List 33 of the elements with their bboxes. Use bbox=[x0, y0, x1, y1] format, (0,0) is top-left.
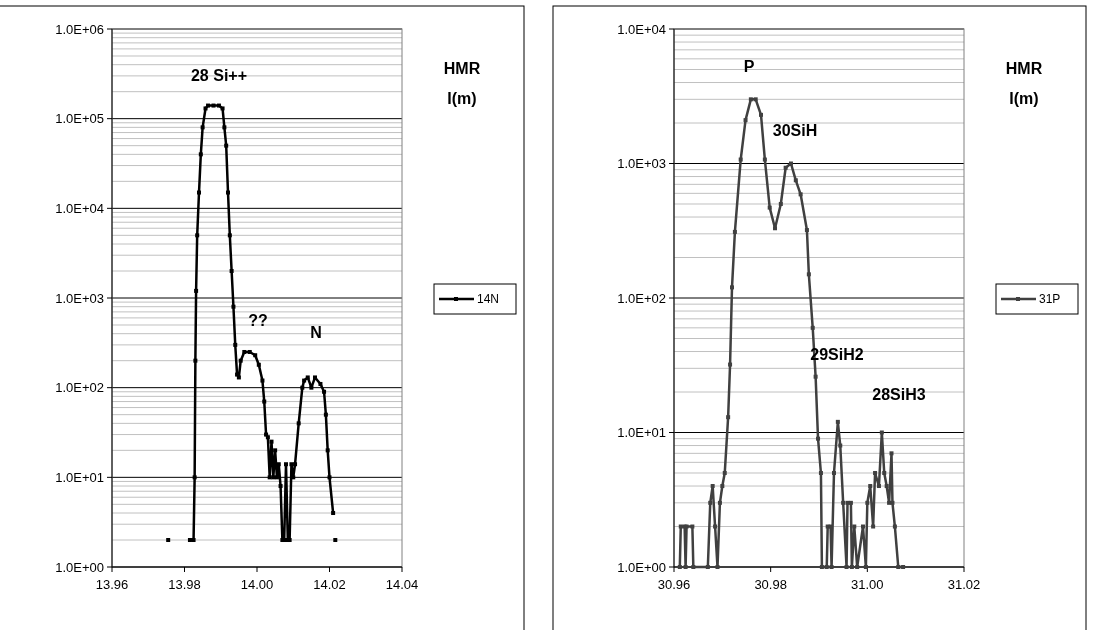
y-tick-label: 1.0E+04 bbox=[617, 21, 666, 37]
text: HMR bbox=[1005, 59, 1043, 77]
y-tick-label: 1.0E+02 bbox=[55, 380, 104, 396]
x-tick-label: 14.04 bbox=[385, 577, 419, 592]
text: I(m) bbox=[1009, 89, 1039, 107]
y-tick-label: 1.0E+00 bbox=[55, 559, 104, 575]
y-tick-label: 1.0E+05 bbox=[55, 111, 104, 127]
x-tick-label: 13.96 bbox=[95, 577, 129, 592]
x-tick-label: 31.00 bbox=[851, 577, 884, 592]
y-tick-label: 1.0E+01 bbox=[617, 425, 666, 441]
x-tick-label: 14.02 bbox=[313, 577, 346, 592]
text: HMR bbox=[443, 59, 481, 77]
y-tick-label: 1.0E+00 bbox=[617, 559, 666, 575]
legend-label: 31P bbox=[1039, 292, 1061, 307]
y-tick-label: 1.0E+04 bbox=[55, 200, 104, 216]
x-tick-label: 30.98 bbox=[754, 577, 787, 592]
x-tick-label: 13.98 bbox=[168, 577, 201, 592]
annotation: 28SiH3 bbox=[872, 385, 926, 403]
y-tick-label: 1.0E+06 bbox=[55, 21, 104, 37]
x-tick-label: 31.02 bbox=[947, 577, 981, 592]
y-tick-label: 1.0E+01 bbox=[55, 469, 104, 485]
annotation: ?? bbox=[248, 311, 268, 329]
text: I(m) bbox=[447, 89, 477, 107]
x-tick-label: 30.96 bbox=[657, 577, 691, 592]
annotation: 30SiH bbox=[772, 121, 818, 139]
annotation: N bbox=[310, 323, 322, 341]
annotation: P bbox=[743, 57, 755, 75]
y-tick-label: 1.0E+03 bbox=[55, 290, 104, 306]
y-tick-label: 1.0E+03 bbox=[617, 156, 666, 172]
y-tick-label: 1.0E+02 bbox=[617, 290, 666, 306]
x-tick-label: 14.00 bbox=[240, 577, 274, 592]
annotation: 28 Si++ bbox=[190, 66, 248, 84]
legend-label: 14N bbox=[477, 292, 500, 307]
